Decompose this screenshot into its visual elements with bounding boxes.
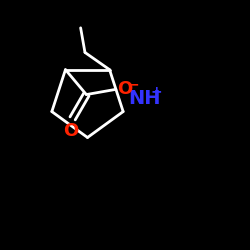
Text: O: O xyxy=(63,122,78,140)
Text: +: + xyxy=(150,86,162,100)
Text: O: O xyxy=(117,80,132,98)
Text: NH: NH xyxy=(129,89,161,108)
Text: −: − xyxy=(127,78,139,92)
